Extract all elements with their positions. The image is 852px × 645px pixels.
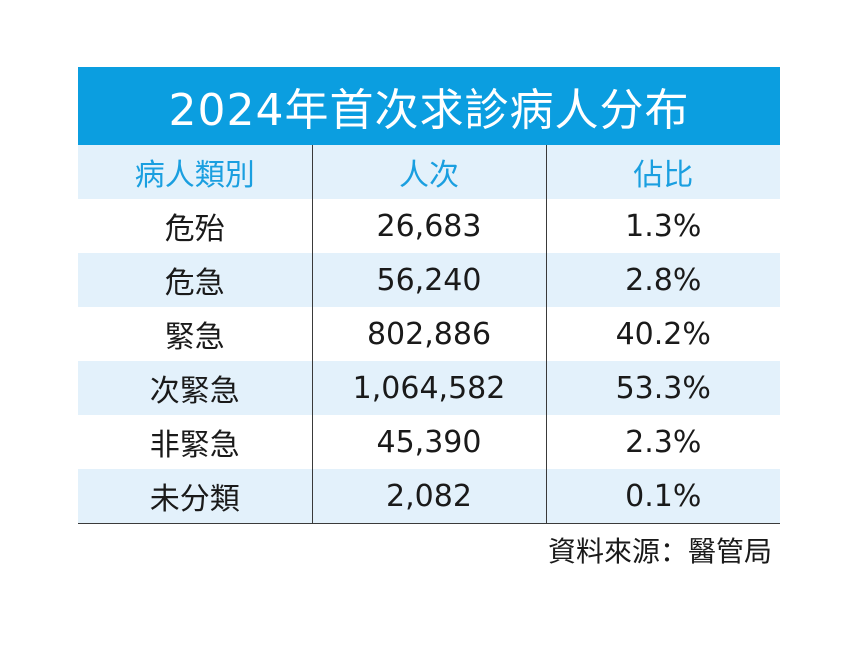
cell-attendances: 1,064,582 <box>311 361 546 415</box>
cell-percentage: 1.3% <box>545 199 780 253</box>
cell-percentage: 40.2% <box>545 307 780 361</box>
table-title: 2024年首次求診病人分布 <box>78 67 780 145</box>
data-table: 病人類別 人次 佔比 危殆 26,683 1.3% 危急 56,240 2.8%… <box>78 145 780 524</box>
table-row: 危急 56,240 2.8% <box>78 253 780 307</box>
cell-attendances: 26,683 <box>311 199 546 253</box>
cell-attendances: 56,240 <box>311 253 546 307</box>
header-attendances: 人次 <box>311 145 546 199</box>
cell-category: 非緊急 <box>149 428 240 463</box>
cell-percentage: 2.8% <box>545 253 780 307</box>
data-table-container: 2024年首次求診病人分布 病人類別 人次 佔比 危殆 26,683 1.3% … <box>78 67 780 524</box>
cell-category: 次緊急 <box>78 361 312 415</box>
cell-attendances: 2,082 <box>311 469 546 524</box>
table-row: 未分類 2,082 0.1% <box>78 469 780 524</box>
table-row: 次緊急 1,064,582 53.3% <box>78 361 780 415</box>
cell-category: 危殆 <box>164 212 225 247</box>
table-header: 病人類別 人次 佔比 <box>78 145 780 199</box>
table-row: 非緊急 45,390 2.3% <box>78 415 780 469</box>
cell-percentage: 0.1% <box>545 469 780 524</box>
cell-percentage: 53.3% <box>545 361 780 415</box>
cell-attendances: 45,390 <box>311 415 546 469</box>
header-row: 病人類別 人次 佔比 <box>78 145 780 199</box>
source-note: 資料來源：醫管局 <box>547 535 772 568</box>
cell-category: 緊急 <box>164 320 225 355</box>
cell-category: 未分類 <box>78 469 312 524</box>
cell-attendances: 802,886 <box>311 307 546 361</box>
header-category: 病人類別 <box>78 145 312 199</box>
header-percentage: 佔比 <box>545 145 780 199</box>
cell-percentage: 2.3% <box>545 415 780 469</box>
cell-category: 危急 <box>78 253 312 307</box>
table-row: 危殆 26,683 1.3% <box>78 199 780 253</box>
table-body: 危殆 26,683 1.3% 危急 56,240 2.8% 緊急 802,886… <box>78 199 780 524</box>
table-row: 緊急 802,886 40.2% <box>78 307 780 361</box>
